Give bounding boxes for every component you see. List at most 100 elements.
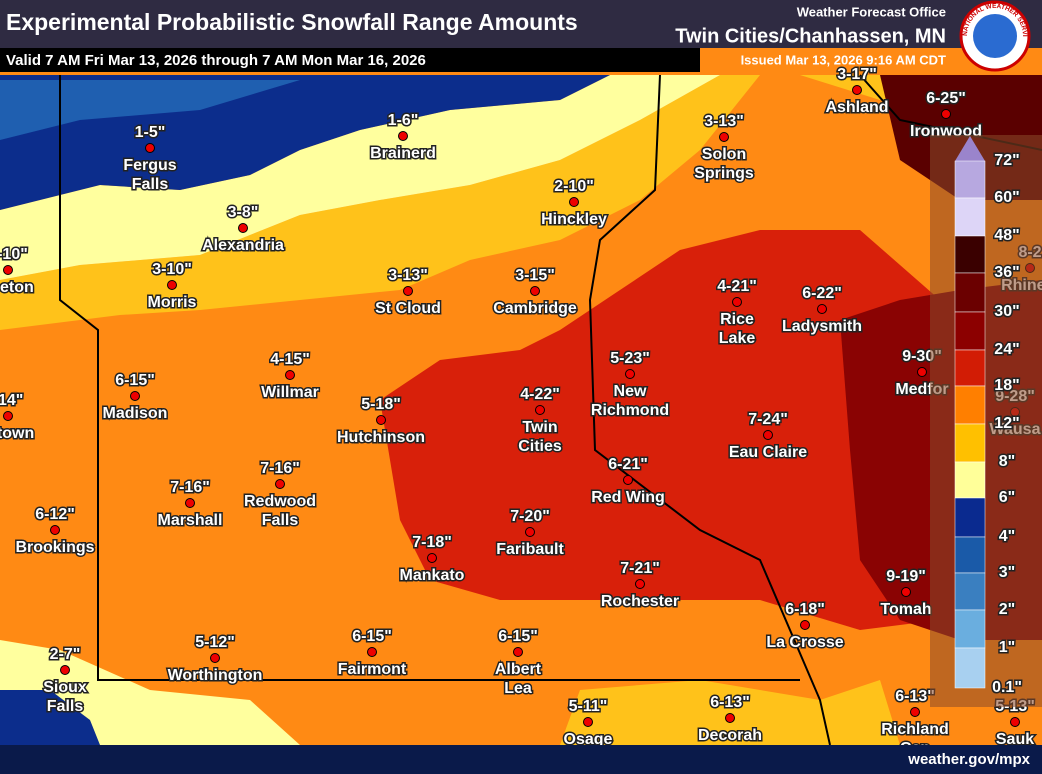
city-dot — [800, 620, 810, 630]
city-name: Hinckley — [541, 211, 607, 228]
city: 6-25"Ironwood — [909, 89, 984, 142]
city: 6-21" Red Wing — [590, 455, 667, 508]
city: -14" ertown — [0, 391, 36, 444]
snow-range: 2-7" — [50, 646, 81, 663]
city-dot — [910, 707, 920, 717]
snow-range: 6-25" — [926, 90, 966, 107]
city-name: Fergus — [123, 157, 176, 174]
city-name: Marshall — [158, 512, 223, 529]
city-dot — [525, 527, 535, 537]
snow-range: 6-13" — [895, 688, 935, 705]
city-dot — [210, 653, 220, 663]
legend-label: 12" — [994, 415, 1019, 432]
legend-swatch — [954, 536, 986, 574]
city: 2-7" Sioux Falls — [42, 645, 89, 717]
snow-range: 6-22" — [802, 285, 842, 302]
city: 1-5" Fergus Falls — [122, 123, 178, 195]
snow-range: 7-18" — [412, 534, 452, 551]
city-name: Brainerd — [370, 145, 436, 162]
city-dot — [917, 367, 927, 377]
city-name: Richmond — [591, 402, 669, 419]
city: 3-17" Ashland — [824, 65, 890, 118]
city: 7-18" Mankato — [398, 533, 466, 586]
city-dot — [185, 498, 195, 508]
city-name: Tomah — [880, 601, 931, 618]
city: 6-15" Fairmont — [336, 627, 408, 680]
snow-range: 6-12" — [35, 506, 75, 523]
city: 3-8" Alexandria — [201, 203, 286, 256]
city: 3-13" Solon Springs — [693, 112, 756, 184]
snow-range: 5-10" — [0, 246, 28, 263]
legend-swatch — [954, 385, 986, 425]
city-name: Richland — [881, 721, 949, 738]
city: 7-20" Faribault — [495, 507, 566, 560]
city: 6-15" Albert Lea — [493, 627, 543, 699]
footer-bar — [0, 745, 1042, 774]
snow-range: 3-8" — [228, 204, 259, 221]
legend-swatch — [954, 160, 986, 199]
city-name: St Cloud — [375, 300, 441, 317]
legend-arrow — [955, 136, 985, 161]
city: 7-16" Marshall — [156, 478, 224, 531]
legend-label: 6" — [999, 489, 1015, 506]
city-dot — [901, 587, 911, 597]
legend-label: 30" — [994, 303, 1019, 320]
city: 6-22" Ladysmith — [780, 284, 863, 337]
snow-range: 1-5" — [135, 124, 166, 141]
city-name: Worthington — [168, 667, 263, 684]
city-name: sseton — [0, 279, 34, 296]
city-dot — [941, 109, 951, 119]
city-name: Cities — [518, 438, 562, 455]
city-dot — [625, 369, 635, 379]
city: 5-18" Hutchinson — [336, 395, 427, 448]
title: Experimental Probabilistic Snowfall Rang… — [6, 9, 578, 35]
nws-logo-inner — [973, 14, 1017, 58]
legend-box — [930, 135, 1042, 707]
snow-range: 3-13" — [388, 267, 428, 284]
snow-range: 2-10" — [554, 178, 594, 195]
city-name: New — [614, 383, 647, 400]
legend-label: 60" — [994, 189, 1019, 206]
legend-swatch — [954, 197, 986, 237]
city-dot — [530, 286, 540, 296]
city-name: Falls — [47, 698, 84, 715]
city-dot — [376, 415, 386, 425]
city-name: Springs — [694, 165, 754, 182]
legend-swatch — [954, 497, 986, 538]
city: 2-10" Hinckley — [540, 177, 609, 230]
legend-label: 1" — [999, 639, 1015, 656]
city: 5-12" Worthington — [166, 633, 264, 686]
city: 3-15" Cambridge — [492, 266, 579, 319]
city-dot — [3, 411, 13, 421]
snow-range: -14" — [0, 392, 23, 409]
city-name: Osage — [564, 731, 613, 748]
snow-range: 1-6" — [388, 112, 419, 129]
snow-range: 6-18" — [785, 601, 825, 618]
city: 6-18" La Crosse — [765, 600, 845, 653]
city-name: Brookings — [15, 539, 94, 556]
state-border — [59, 75, 800, 681]
city-name: Rice — [720, 311, 754, 328]
city: 7-16" Redwood Falls — [243, 459, 318, 531]
legend-swatch — [954, 272, 986, 313]
snow-range: 7-20" — [510, 508, 550, 525]
legend-swatch — [954, 572, 986, 611]
snow-range: 5-23" — [610, 350, 650, 367]
legend-label: 36" — [994, 264, 1019, 281]
blue-band-light — [0, 80, 300, 140]
city-dot — [367, 647, 377, 657]
city-name: Redwood — [244, 493, 316, 510]
city-dot — [817, 304, 827, 314]
city-dot — [852, 85, 862, 95]
city-dot — [732, 297, 742, 307]
city-dot — [285, 370, 295, 380]
snow-range: 4-22" — [520, 386, 560, 403]
city-dot — [60, 665, 70, 675]
city-dot — [763, 430, 773, 440]
valid-time: Valid 7 AM Fri Mar 13, 2026 through 7 AM… — [6, 52, 426, 69]
city-name: Ladysmith — [782, 318, 862, 335]
footer: weather.gov/mpx — [907, 751, 1030, 768]
city: 1-6" Brainerd — [369, 111, 438, 164]
city: 6-13" Decorah — [696, 693, 763, 746]
legend-label: 4" — [999, 528, 1015, 545]
